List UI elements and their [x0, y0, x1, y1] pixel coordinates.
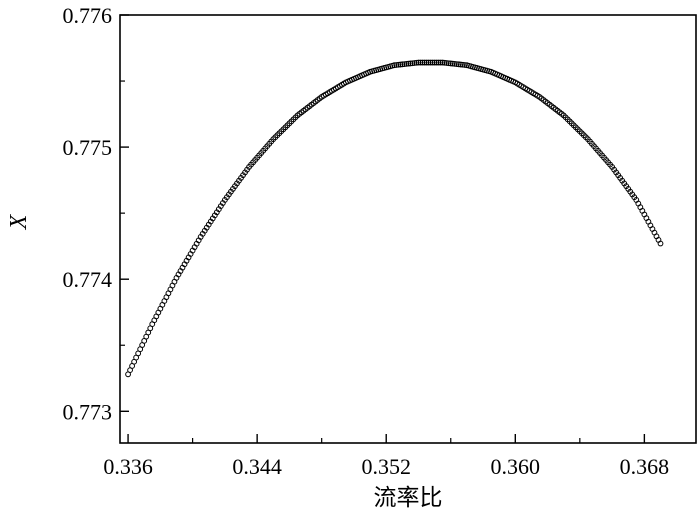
data-point: [439, 59, 446, 66]
data-point: [451, 60, 458, 67]
data-point: [657, 240, 664, 247]
data-point: [421, 59, 428, 66]
y-tick-label: 0.773: [63, 399, 113, 424]
data-point: [459, 61, 466, 68]
data-point: [445, 60, 452, 67]
data-point: [455, 61, 462, 68]
data-point: [435, 59, 442, 66]
data-point: [393, 62, 400, 68]
data-point: [397, 61, 404, 68]
data-point: [419, 59, 426, 66]
x-axis-ticks: 0.336 0.344 0.352 0.360 0.368: [103, 434, 669, 479]
x-tick-label: 0.336: [103, 454, 153, 479]
data-point: [427, 59, 434, 66]
data-point: [443, 60, 450, 66]
data-point: [449, 60, 456, 67]
data-point: [405, 60, 412, 67]
data-point: [425, 59, 432, 66]
data-point: [437, 59, 444, 66]
data-point: [415, 59, 422, 66]
data-point: [433, 59, 440, 66]
data-point: [429, 59, 436, 66]
data-point: [411, 60, 418, 66]
y-axis-ticks: 0.773 0.774 0.775 0.776: [63, 3, 129, 424]
data-point: [457, 61, 464, 68]
data-point: [399, 61, 406, 68]
x-tick-label: 0.360: [491, 454, 541, 479]
data-point: [423, 59, 430, 66]
data-point: [409, 60, 416, 67]
x-tick-label: 0.344: [232, 454, 282, 479]
data-point: [417, 59, 424, 66]
y-tick-label: 0.775: [63, 135, 113, 160]
data-point: [407, 60, 414, 67]
x-axis-label: 流率比: [374, 485, 443, 511]
plot-frame: [119, 14, 697, 444]
y-tick-label: 0.776: [63, 3, 113, 28]
data-point: [395, 61, 402, 68]
x-tick-label: 0.352: [361, 454, 411, 479]
x-tick-label: 0.368: [620, 454, 670, 479]
data-point: [431, 59, 438, 66]
data-point: [403, 60, 410, 67]
data-point: [391, 62, 398, 69]
data-point: [401, 61, 408, 67]
data-point: [461, 62, 468, 68]
data-point: [447, 60, 454, 67]
y-tick-label: 0.774: [63, 267, 113, 292]
y-axis-label: X: [6, 213, 32, 230]
data-point: [453, 61, 460, 67]
data-point: [413, 59, 420, 66]
data-points: [125, 59, 664, 378]
data-point: [441, 59, 448, 66]
